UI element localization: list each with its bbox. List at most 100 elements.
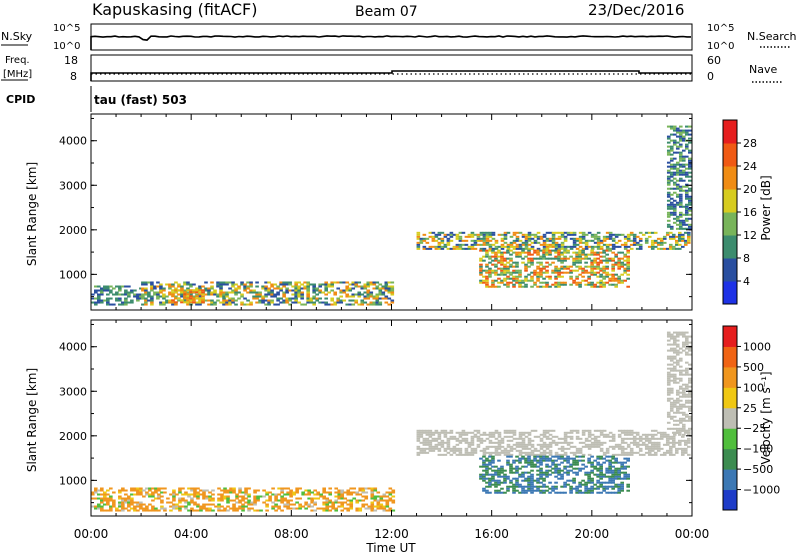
heatmap-cell — [103, 499, 107, 502]
heatmap-cell — [192, 295, 196, 298]
heatmap-cell — [602, 433, 607, 436]
heatmap-cell — [675, 219, 680, 222]
heatmap-cell — [157, 489, 161, 492]
heatmap-cell — [569, 445, 574, 448]
heatmap-cell — [545, 253, 549, 256]
heatmap-cell — [372, 283, 377, 286]
heatmap-cell — [548, 257, 552, 260]
heatmap-cell — [608, 249, 612, 252]
heatmap-cell — [265, 505, 269, 508]
heatmap-cell — [557, 249, 561, 252]
heatmap-cell — [273, 293, 277, 296]
heatmap-cell — [554, 281, 558, 284]
heatmap-cell — [675, 363, 680, 366]
heatmap-cell — [286, 499, 290, 502]
heatmap-cell — [650, 445, 655, 448]
heatmap-cell — [217, 509, 221, 512]
heatmap-cell — [470, 439, 475, 442]
heatmap-cell — [626, 443, 631, 446]
heatmap-cell — [340, 489, 345, 492]
heatmap-cell — [234, 299, 238, 302]
heatmap-cell — [357, 291, 362, 294]
heatmap-cell — [416, 243, 421, 246]
heatmap-cell — [361, 499, 366, 502]
heatmap-cell — [265, 503, 269, 506]
heatmap-cell — [342, 299, 347, 302]
heatmap-cell — [560, 437, 565, 440]
heatmap-cell — [671, 439, 676, 442]
heatmap-cell — [337, 491, 342, 494]
heatmap-cell — [94, 289, 98, 292]
heatmap-cell — [578, 481, 582, 484]
heatmap-cell — [139, 487, 143, 490]
heatmap-cell — [324, 287, 328, 290]
heatmap-cell — [97, 299, 101, 302]
heatmap-cell — [675, 419, 680, 422]
heatmap-cell — [602, 489, 606, 492]
heatmap-cell — [355, 501, 360, 504]
heatmap-cell — [539, 471, 543, 474]
heatmap-cell — [611, 283, 615, 286]
heatmap-cell — [666, 397, 671, 400]
heatmap-cell — [515, 243, 520, 246]
heatmap-cell — [533, 249, 537, 252]
heatmap-cell — [153, 293, 157, 296]
heatmap-cell — [210, 287, 214, 290]
heatmap-cell — [632, 239, 637, 242]
heatmap-cell — [557, 253, 561, 256]
heatmap-cell — [431, 445, 436, 448]
heatmap-cell — [605, 447, 610, 450]
heatmap-cell — [482, 489, 486, 492]
heatmap-cell — [325, 503, 329, 506]
heatmap-cell — [369, 301, 374, 304]
heatmap-cell — [470, 247, 475, 250]
heatmap-cell — [678, 133, 683, 136]
heatmap-cell — [425, 447, 430, 450]
heatmap-cell — [675, 151, 680, 154]
heatmap-cell — [488, 463, 492, 466]
heatmap-cell — [684, 415, 689, 418]
heatmap-cell — [195, 297, 199, 300]
heatmap-cell — [521, 455, 525, 458]
heatmap-cell — [343, 507, 348, 510]
heatmap-cell — [530, 465, 534, 468]
heatmap-cell — [675, 215, 680, 218]
heatmap-cell — [322, 501, 326, 504]
heatmap-cell — [193, 501, 197, 504]
heatmap-cell — [159, 285, 163, 288]
heatmap-cell — [488, 267, 492, 270]
heatmap-cell — [527, 483, 531, 486]
heatmap-cell — [638, 439, 643, 442]
heatmap-cell — [247, 503, 251, 506]
heatmap-cell — [286, 507, 290, 510]
heatmap-cell — [485, 485, 489, 488]
heatmap-cell — [506, 443, 511, 446]
heatmap-cell — [551, 455, 555, 458]
heatmap-cell — [479, 263, 483, 266]
heatmap-cell — [602, 267, 606, 270]
heatmap-cell — [602, 275, 606, 278]
heatmap-cell — [253, 491, 257, 494]
heatmap-cell — [255, 281, 259, 284]
heatmap-cell — [542, 453, 547, 456]
heatmap-cell — [503, 451, 508, 454]
heatmap-cell — [626, 267, 630, 270]
heatmap-cell — [210, 301, 214, 304]
heatmap-cell — [205, 495, 209, 498]
heatmap-cell — [187, 503, 191, 506]
heatmap-cell — [590, 489, 594, 492]
heatmap-cell — [354, 301, 359, 304]
heatmap-cell — [675, 399, 680, 402]
heatmap-cell — [569, 269, 573, 272]
heatmap-cell — [527, 279, 531, 282]
heatmap-cell — [669, 205, 674, 208]
heatmap-cell — [608, 435, 613, 438]
heatmap-cell — [536, 477, 540, 480]
heatmap-cell — [500, 451, 505, 454]
heatmap-cell — [617, 485, 621, 488]
heatmap-cell — [497, 433, 502, 436]
heatmap-cell — [246, 303, 250, 306]
heatmap-cell — [608, 477, 612, 480]
heatmap-cell — [217, 497, 221, 500]
heatmap-cell — [602, 453, 607, 456]
